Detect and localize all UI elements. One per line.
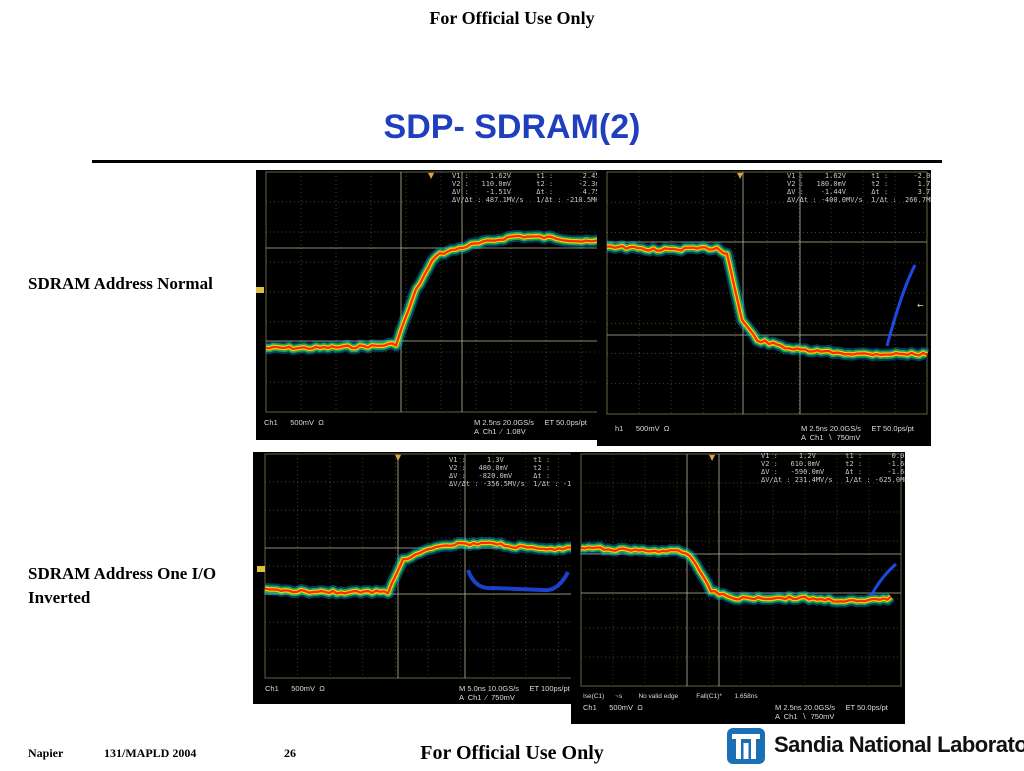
footer-author: Napier — [28, 746, 64, 760]
footer-page-number: 26 — [284, 746, 296, 760]
scope-normal-rising-channel: Ch1 500mV Ω — [264, 418, 324, 427]
ground-marker — [257, 566, 265, 572]
scope-normal-rising: ▼ V1 : 1.62V t1 : 2.45ns V2 : 110.0mV t2… — [256, 170, 618, 440]
ground-marker — [256, 287, 264, 293]
overlay-trace — [869, 562, 897, 597]
header-label: For Official Use Only — [429, 8, 595, 28]
caption-inverted-line2: Inverted — [28, 588, 91, 607]
scope-inverted-falling-channel: Ch1 500mV Ω — [583, 703, 643, 712]
scope-normal-rising-timebase: M 2.5ns 20.0GS/s ET 50.0ps/pt A Ch1 ⁄ 1.… — [474, 418, 587, 436]
footer-label: For Official Use Only — [420, 742, 604, 764]
scope-inverted-rising-timebase: M 5.0ns 10.0GS/s ET 100ps/pt A Ch1 ⁄ 750… — [459, 684, 570, 702]
trace-core — [265, 234, 617, 351]
footer-event: 131/MAPLD 2004 — [104, 746, 197, 760]
sandia-logo: Sandia National Laboratories — [726, 726, 1024, 766]
scope-inverted-falling: ▼ V1 : 1.2V t1 : 0.0s V2 : 610.0mV t2 : … — [571, 452, 905, 724]
scope-inverted-falling-measure: Ise(C1) ~s No valid edge Fall(C1)* 1.658… — [583, 693, 758, 700]
trigger-marker: ▼ — [709, 453, 716, 462]
trace-core — [264, 541, 592, 595]
trigger-marker: ▼ — [395, 453, 402, 462]
thunderbird-icon — [727, 728, 765, 764]
grid-frame — [580, 453, 902, 687]
trace-core — [606, 245, 928, 357]
scope-graticule — [580, 453, 902, 687]
scope-normal-falling-timebase: M 2.5ns 20.0GS/s ET 50.0ps/pt A Ch1 ∖ 75… — [801, 424, 914, 442]
trigger-marker: ▼ — [428, 171, 435, 180]
scope-normal-falling-readout: V1 : 1.62V t1 : -2.0ns V2 : 180.0mV t2 :… — [787, 172, 931, 204]
overlay-trace — [466, 569, 570, 593]
trigger-marker: ▼ — [737, 171, 744, 180]
caption-inverted-line1: SDRAM Address One I/O — [28, 564, 217, 583]
scope-normal-rising-readout: V1 : 1.62V t1 : 2.45ns V2 : 110.0mV t2 :… — [452, 172, 608, 204]
scope-normal-falling-channel: h1 500mV Ω — [615, 424, 670, 433]
scope-inverted-rising: ▼ V1 : 1.3V t1 : 5.8ns V2 : 480.0mV t2 :… — [253, 452, 593, 704]
scope-normal-falling: ▼← V1 : 1.62V t1 : -2.0ns V2 : 180.0mV t… — [597, 170, 931, 446]
caption-normal: SDRAM Address Normal — [28, 274, 213, 293]
grid-frame — [606, 171, 928, 415]
slide-title: SDP- SDRAM(2) — [383, 108, 641, 146]
title-divider — [92, 160, 942, 163]
scope-normal-falling-trace: ▼← — [604, 171, 930, 415]
scope-inverted-falling-readout: V1 : 1.2V t1 : 0.0s V2 : 610.0mV t2 : -1… — [761, 452, 905, 484]
scope-normal-rising-trace: ▼ — [256, 171, 618, 413]
scope-inverted-rising-trace: ▼ — [257, 453, 593, 679]
scope-graticule — [606, 171, 928, 415]
overlay-trace — [885, 264, 917, 347]
trace-core — [580, 546, 892, 603]
trace-glow — [578, 541, 895, 608]
trigger-level-marker: ← — [917, 301, 924, 310]
scope-graticule — [265, 171, 617, 413]
scope-inverted-falling-trace: ▼ — [578, 453, 902, 687]
scope-inverted-rising-channel: Ch1 500mV Ω — [265, 684, 325, 693]
caption-inverted: SDRAM Address One I/O Inverted — [28, 562, 216, 610]
scope-inverted-falling-timebase: M 2.5ns 20.0GS/s ET 50.0ps/pt A Ch1 ∖ 75… — [775, 703, 888, 721]
org-name: Sandia National Laboratories — [774, 732, 1024, 757]
